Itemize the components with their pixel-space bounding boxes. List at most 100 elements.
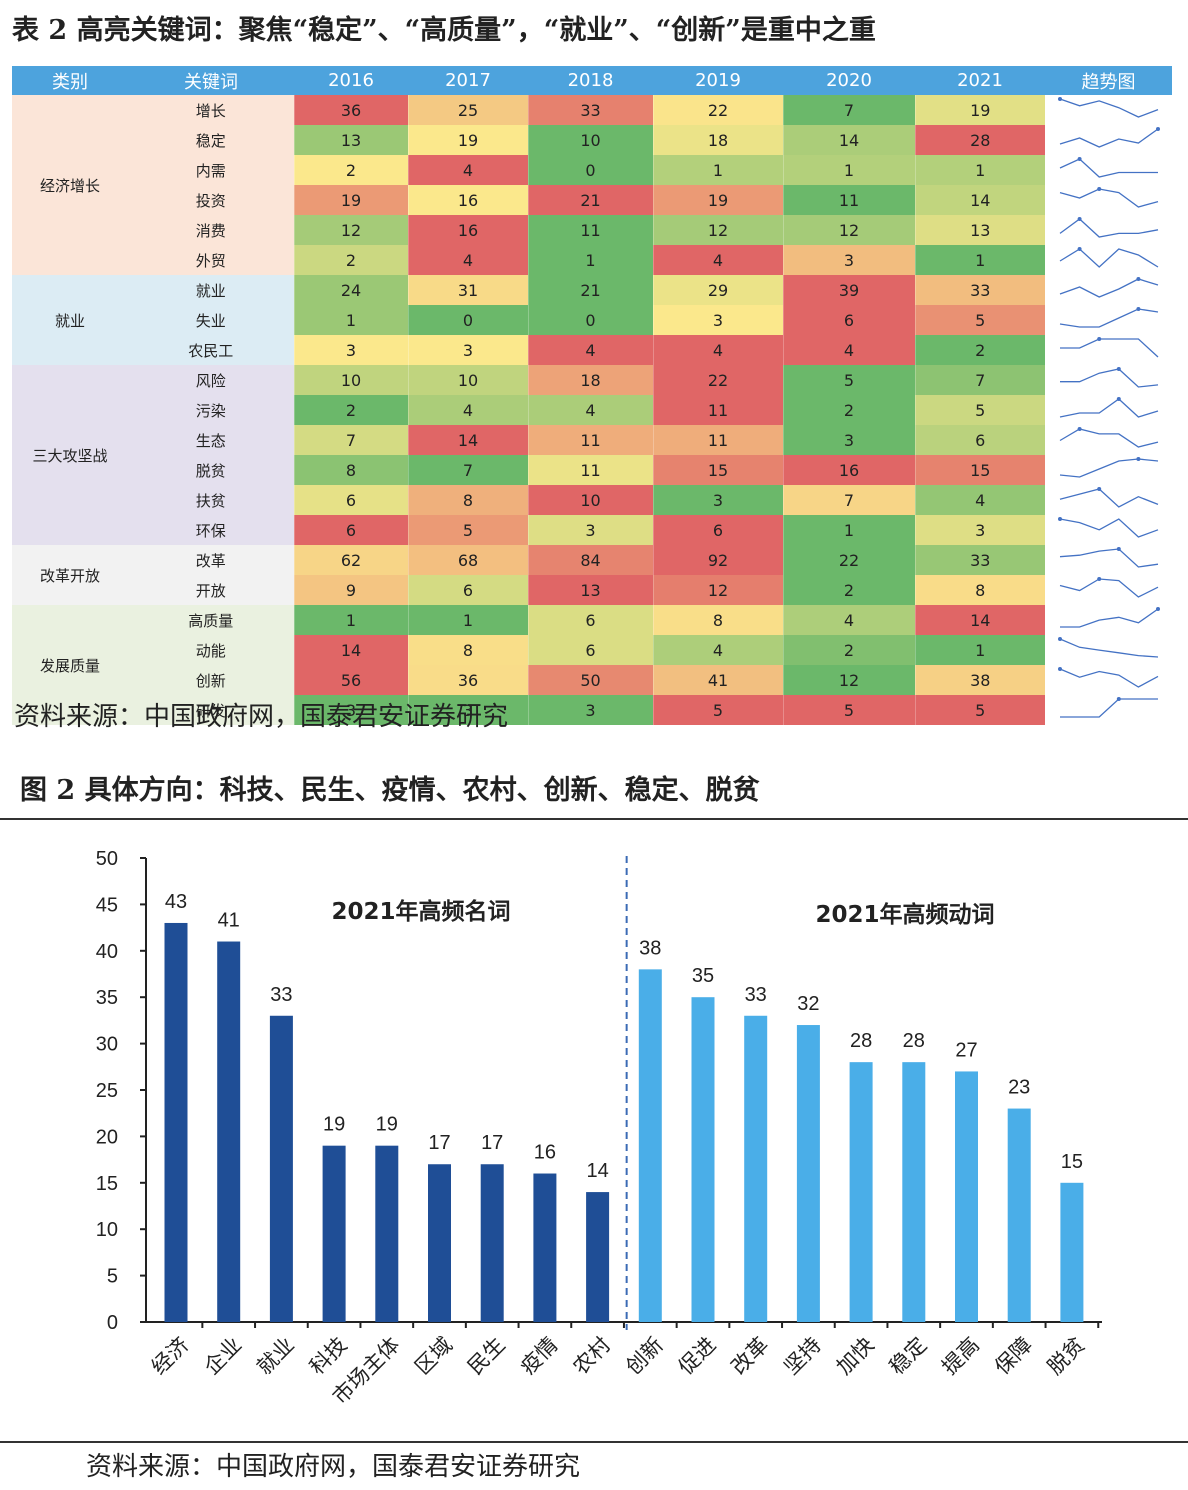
value-cell: 1 bbox=[914, 635, 1045, 665]
bar-value-label: 17 bbox=[428, 1132, 450, 1154]
trend-cell bbox=[1045, 305, 1172, 335]
value-cell: 5 bbox=[914, 395, 1045, 425]
bar-value-label: 17 bbox=[481, 1132, 503, 1154]
series-title: 2021年高频动词 bbox=[815, 901, 994, 928]
value-cell: 19 bbox=[293, 185, 408, 215]
value-cell: 1 bbox=[782, 515, 915, 545]
bar bbox=[480, 1164, 504, 1322]
x-category-label: 提高 bbox=[937, 1333, 984, 1380]
value-cell: 1 bbox=[407, 605, 528, 635]
sparkline bbox=[1059, 697, 1158, 718]
sparkline-line bbox=[1059, 548, 1158, 568]
trend-cell bbox=[1045, 545, 1172, 575]
bar bbox=[638, 969, 662, 1322]
figure-source: 资料来源：中国政府网，国泰君安证券研究 bbox=[86, 1452, 581, 1482]
value-cell: 9 bbox=[293, 575, 408, 605]
sparkline-max-point bbox=[1057, 637, 1062, 641]
value-cell: 22 bbox=[652, 95, 783, 125]
value-cell: 3 bbox=[782, 425, 915, 455]
sparkline bbox=[1059, 157, 1158, 178]
table-row: 稳定 13 19 10 18 14 28 bbox=[12, 125, 1172, 155]
keyword-cell: 创新 bbox=[128, 665, 294, 695]
keyword-cell: 动能 bbox=[128, 635, 294, 665]
keyword-cell: 内需 bbox=[128, 155, 294, 185]
sparkline bbox=[1059, 547, 1158, 568]
value-cell: 1 bbox=[914, 245, 1045, 275]
bar-value-label: 35 bbox=[692, 965, 714, 987]
sparkline-line bbox=[1059, 638, 1158, 658]
bar bbox=[1007, 1108, 1031, 1322]
sparkline bbox=[1057, 667, 1158, 688]
bar bbox=[796, 1025, 820, 1322]
y-tick-label: 45 bbox=[96, 894, 118, 916]
value-cell: 4 bbox=[407, 155, 528, 185]
value-cell: 41 bbox=[652, 665, 783, 695]
sparkline-max-point bbox=[1057, 517, 1062, 521]
bar bbox=[322, 1145, 346, 1322]
y-tick-label: 35 bbox=[96, 987, 118, 1009]
keyword-cell: 研发 bbox=[128, 695, 294, 725]
table-row: 改革开放 改革 62 68 84 92 22 33 bbox=[12, 545, 1172, 605]
sparkline bbox=[1059, 337, 1158, 358]
value-cell: 4 bbox=[527, 395, 653, 425]
trend-cell bbox=[1045, 605, 1172, 635]
x-category-label: 科技 bbox=[305, 1333, 352, 1380]
value-cell: 10 bbox=[407, 365, 528, 395]
value-cell: 33 bbox=[527, 95, 653, 125]
bar-value-label: 19 bbox=[323, 1114, 345, 1136]
table-row: 经济增长 增长 36 25 33 22 7 19 bbox=[12, 95, 1172, 275]
value-cell: 5 bbox=[407, 515, 528, 545]
x-category-label: 保障 bbox=[990, 1333, 1037, 1380]
sparkline bbox=[1059, 217, 1158, 238]
bar bbox=[744, 1015, 768, 1322]
keyword-cell: 农民工 bbox=[128, 335, 294, 365]
value-cell: 16 bbox=[782, 455, 915, 485]
value-cell: 14 bbox=[407, 425, 528, 455]
value-cell: 12 bbox=[782, 215, 915, 245]
table-title: 表 2 高亮关键词：聚焦“稳定”、“高质量”，“就业”、“创新”是重中之重 bbox=[12, 15, 876, 46]
keyword-cell: 脱贫 bbox=[128, 455, 294, 485]
bar bbox=[955, 1071, 978, 1322]
value-cell: 5 bbox=[652, 695, 783, 725]
value-cell: 4 bbox=[782, 605, 915, 635]
sparkline-max-point bbox=[1096, 187, 1101, 191]
value-cell: 3 bbox=[914, 515, 1045, 545]
keyword-heatmap-table: 类别 关键词 2016 2017 2018 2019 2020 2021 趋势图… bbox=[12, 66, 1172, 725]
value-cell: 16 bbox=[407, 185, 528, 215]
keyword-cell: 生态 bbox=[128, 425, 294, 455]
bar-value-label: 14 bbox=[586, 1160, 608, 1182]
bar-value-label: 43 bbox=[165, 891, 187, 913]
table-row: 创新 56 36 50 41 12 38 bbox=[12, 665, 1172, 695]
value-cell: 11 bbox=[527, 425, 653, 455]
value-cell: 6 bbox=[914, 425, 1045, 455]
keyword-cell: 失业 bbox=[128, 305, 294, 335]
sparkline bbox=[1057, 517, 1158, 538]
keyword-cell: 高质量 bbox=[128, 605, 294, 635]
keyword-cell: 改革 bbox=[128, 545, 294, 575]
bar bbox=[428, 1164, 451, 1322]
x-category-label: 脱贫 bbox=[1043, 1333, 1090, 1380]
bar bbox=[1060, 1182, 1084, 1322]
header-2021: 2021 bbox=[915, 66, 1045, 95]
keyword-cell: 污染 bbox=[128, 395, 294, 425]
value-cell: 8 bbox=[293, 455, 408, 485]
value-cell: 33 bbox=[914, 545, 1045, 575]
trend-cell bbox=[1045, 485, 1172, 515]
value-cell: 7 bbox=[782, 485, 915, 515]
sparkline-max-point bbox=[1077, 427, 1082, 431]
x-category-label: 企业 bbox=[200, 1333, 247, 1380]
value-cell: 1 bbox=[293, 305, 408, 335]
value-cell: 1 bbox=[293, 605, 408, 635]
value-cell: 4 bbox=[652, 635, 783, 665]
header-2018: 2018 bbox=[528, 66, 653, 95]
value-cell: 11 bbox=[782, 185, 915, 215]
value-cell: 1 bbox=[527, 245, 653, 275]
value-cell: 5 bbox=[914, 695, 1045, 725]
value-cell: 19 bbox=[652, 185, 783, 215]
sparkline-max-point bbox=[1096, 577, 1101, 581]
sparkline-line bbox=[1059, 188, 1158, 208]
value-cell: 24 bbox=[293, 275, 408, 305]
value-cell: 2 bbox=[782, 395, 915, 425]
trend-cell bbox=[1045, 275, 1172, 305]
table-row: 环保 6 5 3 6 1 3 bbox=[12, 515, 1172, 545]
